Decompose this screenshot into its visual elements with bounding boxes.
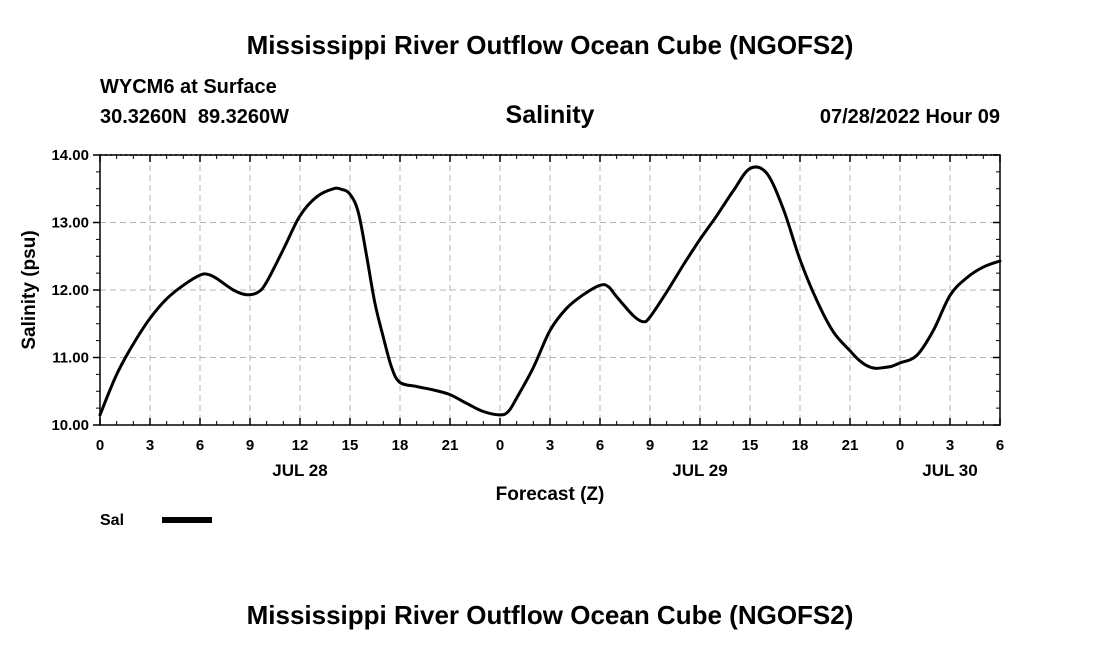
x-tick-label: 9 xyxy=(246,437,254,454)
x-tick-label: 18 xyxy=(392,437,409,454)
x-tick-label: 9 xyxy=(646,437,654,454)
x-date-label: JUL 29 xyxy=(672,461,727,480)
grid-lines xyxy=(100,155,1000,425)
y-axis-title: Salinity (psu) xyxy=(19,230,40,349)
x-tick-label: 0 xyxy=(496,437,504,454)
y-tick-label: 13.00 xyxy=(51,215,89,232)
x-date-label: JUL 28 xyxy=(272,461,327,480)
salinity-chart: 0 3 6 9 12 15 18 21 0 3 6 9 12 15 18 21 0 3 6 10.00 11.00 12.… xyxy=(19,147,1004,529)
data-lines xyxy=(98,165,1002,417)
y-tick-label: 11.00 xyxy=(52,350,89,367)
forecast-datetime: 07/28/2022 Hour 09 xyxy=(819,106,1000,128)
y-tick-label: 10.00 xyxy=(51,417,89,434)
station-name: WYCM6 at Surface xyxy=(100,76,277,98)
x-tick-label: 15 xyxy=(742,437,759,454)
axis-labels: 0 3 6 9 12 15 18 21 0 3 6 9 12 15 18 21 0 3 6 10.00 11.00 12.… xyxy=(51,147,1004,480)
x-tick-label: 12 xyxy=(692,437,709,454)
x-tick-label: 21 xyxy=(442,437,459,454)
x-tick-label: 21 xyxy=(842,437,859,454)
legend: Sal xyxy=(100,512,212,529)
x-tick-label: 3 xyxy=(546,437,554,454)
legend-label-sal: Sal xyxy=(100,512,124,529)
x-tick-label: 3 xyxy=(146,437,154,454)
y-tick-label: 14.00 xyxy=(51,147,89,164)
x-tick-label: 0 xyxy=(96,437,104,454)
station-coordinates: 30.3260N 89.3260W xyxy=(100,106,290,128)
x-tick-label: 18 xyxy=(792,437,809,454)
chart-title: Salinity xyxy=(505,101,595,129)
x-tick-label: 6 xyxy=(196,437,204,454)
y-tick-label: 12.00 xyxy=(51,282,89,299)
x-tick-label: 12 xyxy=(292,437,309,454)
x-axis-title: Forecast (Z) xyxy=(496,484,605,505)
x-tick-label: 3 xyxy=(946,437,954,454)
series-line-sal xyxy=(98,165,1002,417)
x-date-label: JUL 30 xyxy=(922,461,977,480)
x-tick-label: 6 xyxy=(996,437,1004,454)
page-title-top: Mississippi River Outflow Ocean Cube (NG… xyxy=(246,30,854,60)
x-tick-label: 0 xyxy=(896,437,904,454)
x-tick-label: 15 xyxy=(342,437,359,454)
page-title-bottom: Mississippi River Outflow Ocean Cube (NG… xyxy=(246,600,854,630)
x-tick-label: 6 xyxy=(596,437,604,454)
